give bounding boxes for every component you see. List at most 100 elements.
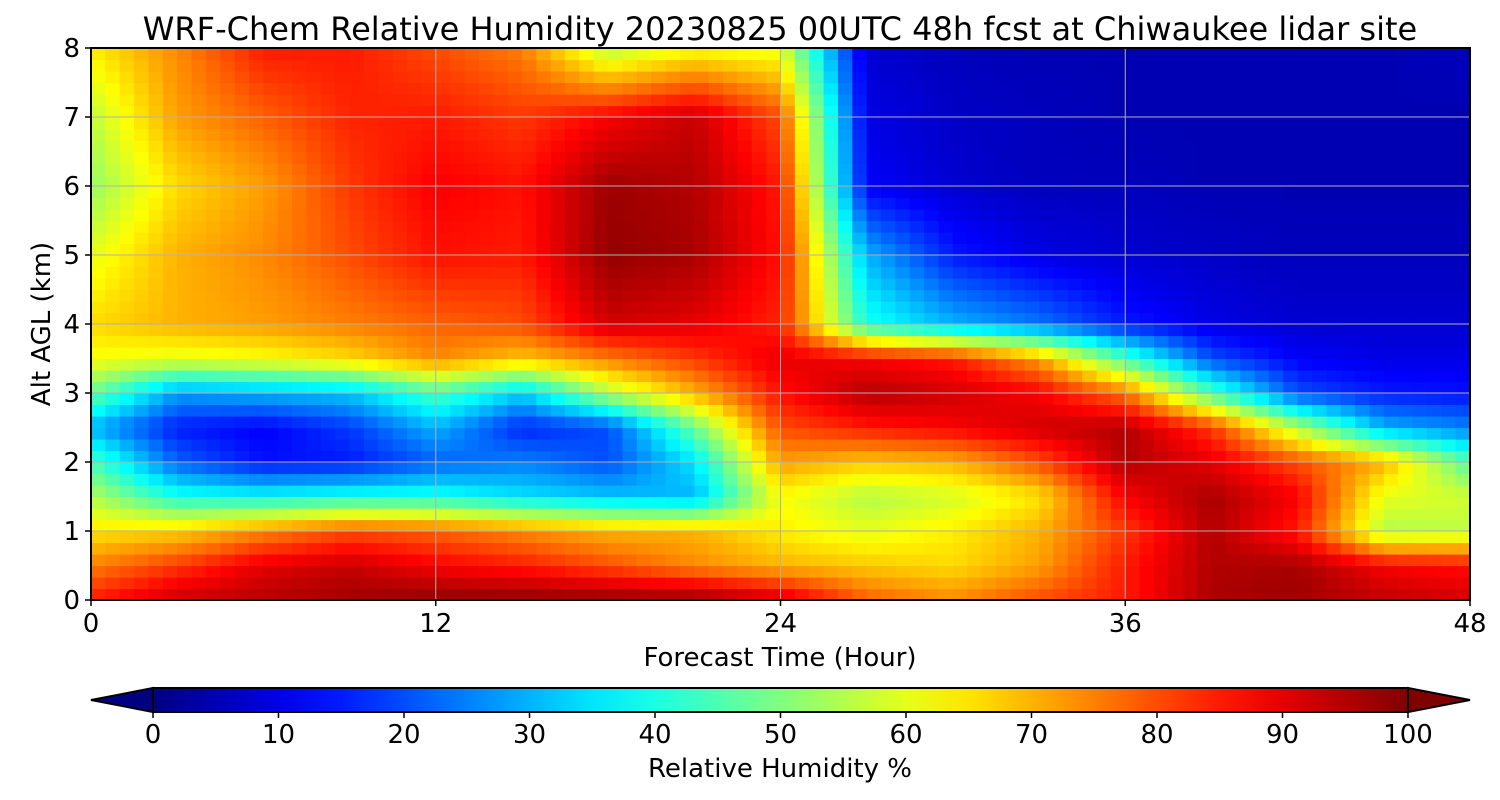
heatmap-cell: [363, 163, 379, 176]
heatmap-cell: [622, 243, 638, 256]
heatmap-cell: [1110, 312, 1126, 325]
heatmap-cell: [464, 542, 480, 555]
heatmap-cell: [478, 404, 494, 417]
heatmap-cell: [177, 485, 193, 498]
heatmap-cell: [809, 140, 825, 153]
heatmap-cell: [823, 485, 839, 498]
heatmap-cell: [751, 174, 767, 187]
heatmap-cell: [766, 370, 782, 383]
heatmap-cell: [708, 508, 724, 521]
heatmap-cell: [1197, 508, 1213, 521]
heatmap-cell: [306, 427, 322, 440]
heatmap-cell: [1383, 151, 1399, 164]
heatmap-cell: [995, 289, 1011, 302]
heatmap-cell: [292, 140, 308, 153]
heatmap-cell: [234, 289, 250, 302]
heatmap-cell: [407, 301, 422, 314]
heatmap-cell: [1197, 71, 1213, 84]
heatmap-cell: [392, 140, 408, 153]
heatmap-cell: [737, 370, 753, 383]
heatmap-cell: [1297, 197, 1313, 210]
heatmap-cell: [1039, 312, 1055, 325]
heatmap-cell: [809, 59, 825, 72]
heatmap-cell: [1182, 370, 1198, 383]
heatmap-cell: [679, 496, 695, 509]
heatmap-cell: [536, 358, 552, 371]
heatmap-cell: [995, 496, 1011, 509]
heatmap-cell: [493, 220, 509, 233]
heatmap-cell: [1441, 163, 1457, 176]
heatmap-cell: [1153, 416, 1169, 429]
heatmap-cell: [1355, 105, 1371, 118]
heatmap-cell: [636, 324, 652, 337]
heatmap-cell: [1383, 542, 1399, 555]
heatmap-cell: [751, 105, 767, 118]
heatmap-cell: [579, 508, 595, 521]
heatmap-cell: [967, 71, 983, 84]
heatmap-cell: [1225, 519, 1241, 532]
heatmap-cell: [1326, 209, 1342, 222]
heatmap-cell: [249, 209, 264, 222]
heatmap-cell: [205, 301, 221, 314]
heatmap-cell: [1268, 335, 1284, 348]
heatmap-cell: [1096, 289, 1112, 302]
heatmap-cell: [162, 508, 178, 521]
heatmap-cell: [1039, 508, 1055, 521]
heatmap-cell: [1168, 485, 1184, 498]
heatmap-cell: [1125, 71, 1141, 84]
heatmap-cell: [320, 140, 336, 153]
heatmap-cell: [421, 163, 437, 176]
heatmap-cell: [1096, 531, 1112, 544]
heatmap-cell: [464, 117, 480, 130]
heatmap-cell: [1254, 59, 1270, 72]
heatmap-cell: [1383, 266, 1399, 279]
heatmap-cell: [521, 404, 537, 417]
heatmap-cell: [1355, 335, 1371, 348]
heatmap-cell: [723, 462, 738, 475]
heatmap-cell: [636, 82, 652, 95]
heatmap-cell: [1225, 370, 1241, 383]
heatmap-cell: [234, 105, 250, 118]
heatmap-cell: [1268, 266, 1284, 279]
heatmap-cell: [536, 105, 552, 118]
heatmap-cell: [435, 301, 451, 314]
heatmap-cell: [1211, 485, 1227, 498]
heatmap-cell: [134, 94, 150, 107]
heatmap-cell: [450, 485, 466, 498]
heatmap-cell: [1125, 117, 1141, 130]
heatmap-cell: [924, 335, 940, 348]
heatmap-cell: [1182, 335, 1198, 348]
colorbar-extend-high: [1407, 686, 1471, 714]
heatmap-cell: [952, 496, 968, 509]
heatmap-cell: [895, 496, 911, 509]
heatmap-cell: [1326, 347, 1342, 360]
heatmap-cell: [119, 301, 135, 314]
heatmap-cell: [952, 163, 968, 176]
heatmap-cell: [938, 151, 954, 164]
heatmap-cell: [723, 71, 738, 84]
heatmap-cell: [866, 289, 882, 302]
heatmap-cell: [1340, 519, 1356, 532]
heatmap-cell: [91, 519, 106, 532]
heatmap-cell: [134, 450, 150, 463]
heatmap-cell: [421, 439, 437, 452]
heatmap-cell: [823, 105, 839, 118]
heatmap-cell: [550, 450, 566, 463]
heatmap-cell: [134, 312, 150, 325]
heatmap-cell: [622, 358, 638, 371]
heatmap-cell: [1182, 128, 1198, 141]
heatmap-cell: [148, 312, 164, 325]
heatmap-cell: [780, 531, 796, 544]
heatmap-cell: [952, 232, 968, 245]
heatmap-cell: [1311, 59, 1327, 72]
heatmap-cell: [751, 266, 767, 279]
heatmap-cell: [608, 278, 624, 291]
heatmap-cell: [148, 117, 164, 130]
heatmap-cell: [1297, 140, 1313, 153]
heatmap-cell: [852, 393, 868, 406]
heatmap-cell: [1110, 324, 1126, 337]
heatmap-cell: [881, 450, 897, 463]
heatmap-cell: [579, 117, 595, 130]
heatmap-cell: [1297, 393, 1313, 406]
heatmap-cell: [349, 174, 365, 187]
